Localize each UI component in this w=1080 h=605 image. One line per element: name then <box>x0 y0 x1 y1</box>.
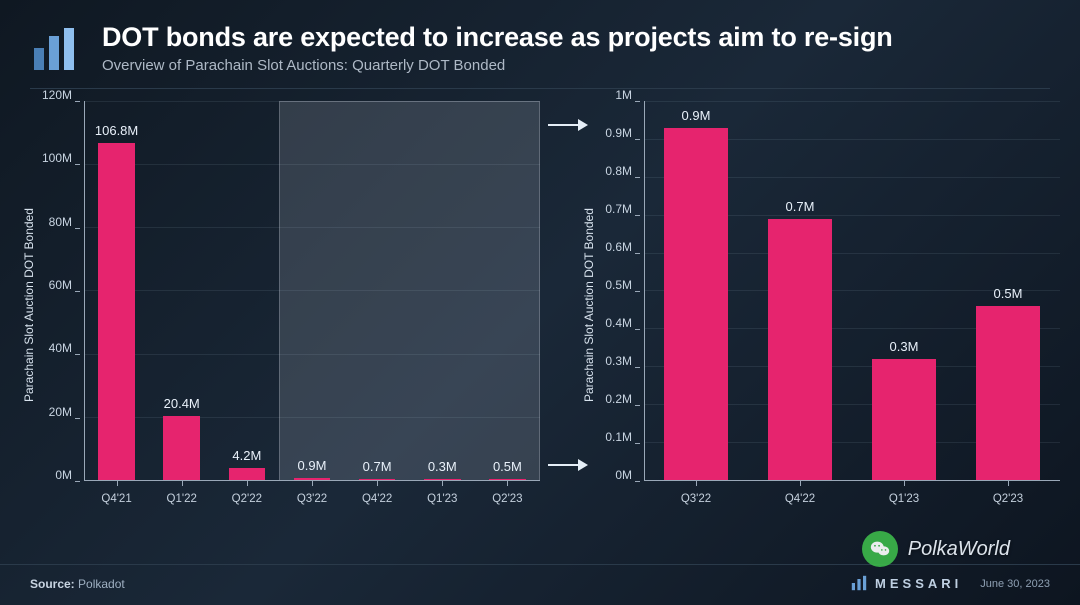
source-value: Polkadot <box>78 577 125 591</box>
x-tick-label: Q1'23 <box>889 493 919 505</box>
messari-small-icon <box>851 575 867 591</box>
x-tick-label: Q4'21 <box>101 493 131 505</box>
x-tick-label: Q2'23 <box>492 493 522 505</box>
bar-cell: 0.3MQ1'23 <box>852 101 956 481</box>
chart-left: Parachain Slot Auction DOT Bonded 120M10… <box>20 101 540 509</box>
x-tick-label: Q1'22 <box>167 493 197 505</box>
header: DOT bonds are expected to increase as pr… <box>0 0 1080 82</box>
bar-value-label: 0.9M <box>298 458 327 473</box>
chart-left-plot: 106.8MQ4'2120.4MQ1'224.2MQ2'220.9MQ3'220… <box>84 101 540 509</box>
footer: Source: Polkadot MESSARI June 30, 2023 <box>0 564 1080 605</box>
bar-cell: 0.9MQ3'22 <box>279 101 344 481</box>
bar-cell: 4.2MQ2'22 <box>214 101 279 481</box>
x-tick-label: Q3'22 <box>681 493 711 505</box>
bar-value-label: 4.2M <box>232 448 261 463</box>
bar: 4.2M <box>229 468 265 481</box>
bar-cell: 20.4MQ1'22 <box>149 101 214 481</box>
chart-right-ylabel: Parachain Slot Auction DOT Bonded <box>580 101 598 509</box>
wechat-icon <box>862 531 898 567</box>
bar-value-label: 0.9M <box>682 108 711 123</box>
footer-date: June 30, 2023 <box>980 578 1050 590</box>
watermark-text: PolkaWorld <box>908 538 1010 561</box>
source-label: Source: <box>30 577 75 591</box>
bar-value-label: 0.5M <box>994 286 1023 301</box>
watermark: PolkaWorld <box>862 531 1010 567</box>
bar-value-label: 0.3M <box>428 459 457 474</box>
x-tick-label: Q4'22 <box>785 493 815 505</box>
bar: 0.9M <box>664 128 728 481</box>
bar-value-label: 20.4M <box>164 396 200 411</box>
bar: 0.5M <box>976 306 1040 481</box>
x-tick-label: Q3'22 <box>297 493 327 505</box>
bar: 20.4M <box>163 416 199 481</box>
chart-right-plot: 0.9MQ3'220.7MQ4'220.3MQ1'230.5MQ2'23 <box>644 101 1060 509</box>
bar-value-label: 0.5M <box>493 459 522 474</box>
chart-left-ylabel: Parachain Slot Auction DOT Bonded <box>20 101 38 509</box>
source-line: Source: Polkadot <box>30 577 125 591</box>
bar-cell: 106.8MQ4'21 <box>84 101 149 481</box>
bar: 0.3M <box>872 359 936 481</box>
charts-area: Parachain Slot Auction DOT Bonded 120M10… <box>0 89 1080 509</box>
x-tick-label: Q4'22 <box>362 493 392 505</box>
x-tick-label: Q1'23 <box>427 493 457 505</box>
bar-cell: 0.3MQ1'23 <box>410 101 475 481</box>
x-tick-label: Q2'22 <box>232 493 262 505</box>
chart-subtitle: Overview of Parachain Slot Auctions: Qua… <box>102 57 1050 74</box>
bar: 106.8M <box>98 143 134 481</box>
chart-title: DOT bonds are expected to increase as pr… <box>102 22 1050 53</box>
bar-cell: 0.5MQ2'23 <box>475 101 540 481</box>
bar: 0.7M <box>768 219 832 481</box>
chart-left-yaxis: 120M100M80M60M40M20M0M <box>38 101 84 509</box>
bar-cell: 0.7MQ4'22 <box>345 101 410 481</box>
bar-cell: 0.7MQ4'22 <box>748 101 852 481</box>
bar-value-label: 0.7M <box>363 459 392 474</box>
bar-value-label: 0.7M <box>786 199 815 214</box>
bar-value-label: 0.3M <box>890 339 919 354</box>
chart-right: Parachain Slot Auction DOT Bonded 1M0.9M… <box>580 101 1060 509</box>
bar-value-label: 106.8M <box>95 123 138 138</box>
footer-brand: MESSARI <box>851 575 962 591</box>
x-tick-label: Q2'23 <box>993 493 1023 505</box>
chart-right-yaxis: 1M0.9M0.8M0.7M0.6M0.5M0.4M0.3M0.2M0.1M0M <box>598 101 644 509</box>
bar-cell: 0.9MQ3'22 <box>644 101 748 481</box>
bar-cell: 0.5MQ2'23 <box>956 101 1060 481</box>
messari-logo-icon <box>30 26 78 74</box>
